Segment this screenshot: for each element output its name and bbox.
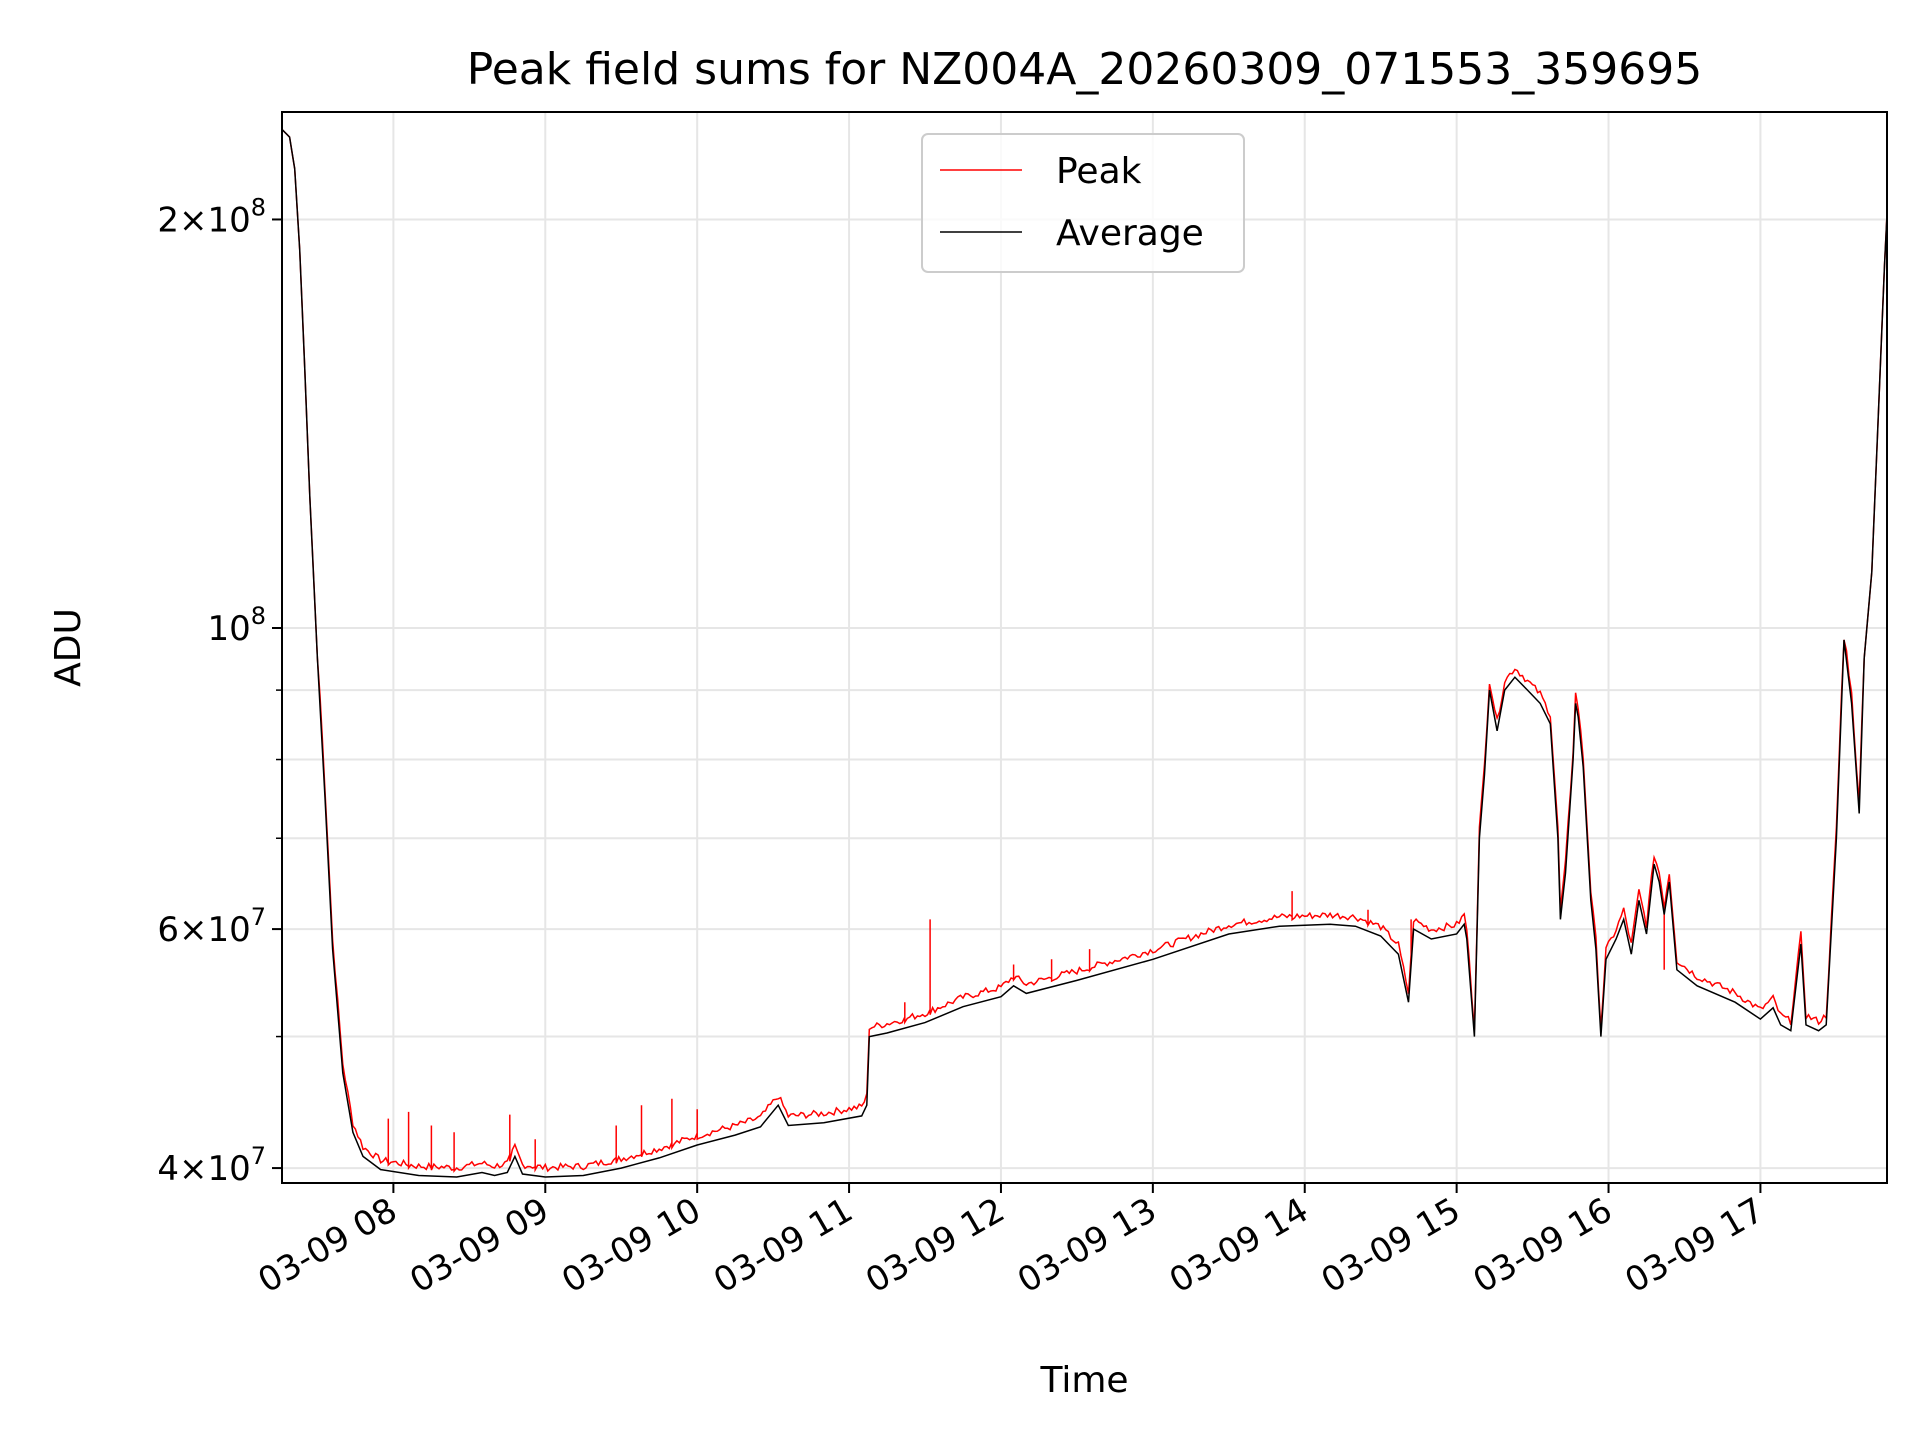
legend-box [921, 133, 1245, 273]
series-average-line [282, 128, 1887, 1178]
y-tick-label: 6×107 [157, 903, 266, 950]
y-tick-label: 108 [207, 602, 266, 649]
legend-label-peak: Peak [1056, 151, 1142, 192]
series-peak-line [282, 128, 1887, 1174]
y-tick-label: 2×108 [157, 193, 266, 240]
y-tick-base: 4×10 [157, 1149, 250, 1189]
y-axis-label: ADU [48, 608, 89, 687]
chart-title: Peak field sums for NZ004A_20260309_0715… [467, 44, 1702, 95]
y-tick-label: 4×107 [157, 1142, 266, 1189]
y-tick-exponent: 7 [251, 1142, 266, 1170]
y-tick-base: 2×10 [157, 200, 250, 240]
y-tick-base: 10 [207, 609, 250, 649]
x-axis-label: Time [1039, 1360, 1128, 1401]
y-tick-exponent: 8 [251, 193, 266, 221]
y-tick-exponent: 8 [251, 602, 266, 630]
y-tick-exponent: 7 [251, 903, 266, 931]
legend-label-average: Average [1056, 213, 1204, 254]
plot-series [282, 128, 1887, 1178]
plot-frame [281, 111, 1888, 1184]
grid-lines [282, 112, 1887, 1183]
y-tick-base: 6×10 [157, 910, 250, 950]
legend: Peak Average [921, 133, 1245, 273]
